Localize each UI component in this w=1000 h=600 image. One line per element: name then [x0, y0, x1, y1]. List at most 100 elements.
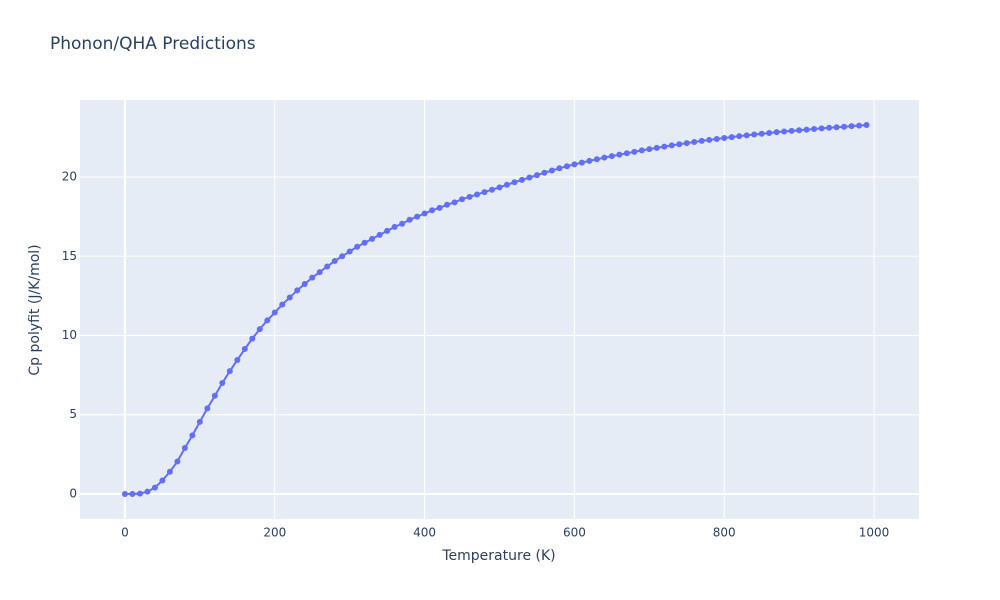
data-line: [124, 124, 867, 495]
data-point: [803, 126, 810, 133]
data-point: [129, 490, 136, 497]
data-point: [796, 127, 803, 134]
data-point: [593, 156, 600, 163]
data-point: [691, 138, 698, 145]
data-point: [144, 488, 151, 495]
data-point: [421, 210, 428, 217]
x-tick-label: 1000: [859, 526, 890, 540]
data-point: [264, 317, 271, 324]
data-point: [204, 405, 211, 412]
data-point: [384, 227, 391, 234]
x-tick-label: 0: [121, 526, 129, 540]
data-point: [369, 235, 376, 242]
data-point: [833, 124, 840, 131]
data-point: [211, 392, 218, 399]
data-point: [301, 280, 308, 287]
data-point: [309, 274, 316, 281]
data-point: [811, 126, 818, 133]
data-point: [541, 169, 548, 176]
chart-title: Phonon/QHA Predictions: [50, 34, 256, 54]
data-point: [121, 490, 128, 497]
y-tick-label: 5: [69, 407, 77, 421]
x-tick-label: 600: [563, 526, 586, 540]
data-point: [489, 186, 496, 193]
data-point: [271, 309, 278, 316]
data-point: [361, 239, 368, 246]
x-tick-label: 200: [263, 526, 286, 540]
data-point: [399, 220, 406, 227]
data-point: [623, 150, 630, 157]
data-point: [578, 159, 585, 166]
data-point: [526, 174, 533, 181]
data-point: [406, 216, 413, 223]
data-point: [751, 131, 758, 138]
data-point: [616, 151, 623, 158]
plot-area: [80, 100, 919, 519]
data-point: [474, 191, 481, 198]
data-point: [159, 477, 166, 484]
data-point: [429, 207, 436, 214]
data-point: [826, 124, 833, 131]
data-point: [234, 357, 241, 364]
data-point: [758, 130, 765, 137]
data-point: [638, 147, 645, 154]
data-point: [286, 294, 293, 301]
data-point: [219, 380, 226, 387]
y-tick-label: 15: [62, 249, 77, 263]
y-axis-title: Cp polyfit (J/K/mol): [27, 244, 43, 375]
data-point: [713, 135, 720, 142]
data-point: [451, 199, 458, 206]
data-point: [683, 140, 690, 147]
data-point: [661, 143, 668, 150]
data-point: [331, 258, 338, 265]
data-point: [563, 163, 570, 170]
data-point: [818, 125, 825, 132]
data-point: [653, 144, 660, 151]
data-point: [571, 161, 578, 168]
data-point: [444, 201, 451, 208]
data-point: [166, 468, 173, 475]
data-point: [354, 243, 361, 250]
data-point: [339, 253, 346, 260]
data-point: [608, 153, 615, 160]
data-point: [136, 490, 143, 497]
data-point: [294, 287, 301, 294]
data-point: [548, 167, 555, 174]
data-point: [646, 146, 653, 153]
data-point: [698, 137, 705, 144]
data-point: [241, 345, 248, 352]
data-point: [414, 213, 421, 220]
data-point: [856, 122, 863, 129]
data-point: [376, 231, 383, 238]
x-axis-title: Temperature (K): [441, 548, 555, 564]
y-tick-label: 20: [62, 170, 77, 184]
data-point: [496, 184, 503, 191]
data-point: [676, 141, 683, 148]
data-point: [706, 136, 713, 143]
data-point: [533, 172, 540, 179]
data-point: [773, 129, 780, 136]
data-point: [556, 165, 563, 172]
y-tick-label: 10: [62, 328, 77, 342]
data-point: [766, 129, 773, 136]
data-point: [249, 335, 256, 342]
data-point: [391, 223, 398, 230]
data-point: [279, 301, 286, 308]
data-point: [151, 484, 158, 491]
data-point: [736, 133, 743, 140]
data-point: [481, 189, 488, 196]
x-tick-label: 400: [413, 526, 436, 540]
data-point: [511, 179, 518, 186]
data-point: [316, 269, 323, 276]
data-point: [781, 128, 788, 135]
data-point: [196, 418, 203, 425]
data-point: [518, 176, 525, 183]
data-point: [863, 122, 870, 129]
data-point: [189, 432, 196, 439]
data-point: [788, 127, 795, 134]
data-point: [743, 132, 750, 139]
data-point: [181, 445, 188, 452]
data-point: [226, 368, 233, 375]
y-tick-label: 0: [69, 486, 77, 500]
